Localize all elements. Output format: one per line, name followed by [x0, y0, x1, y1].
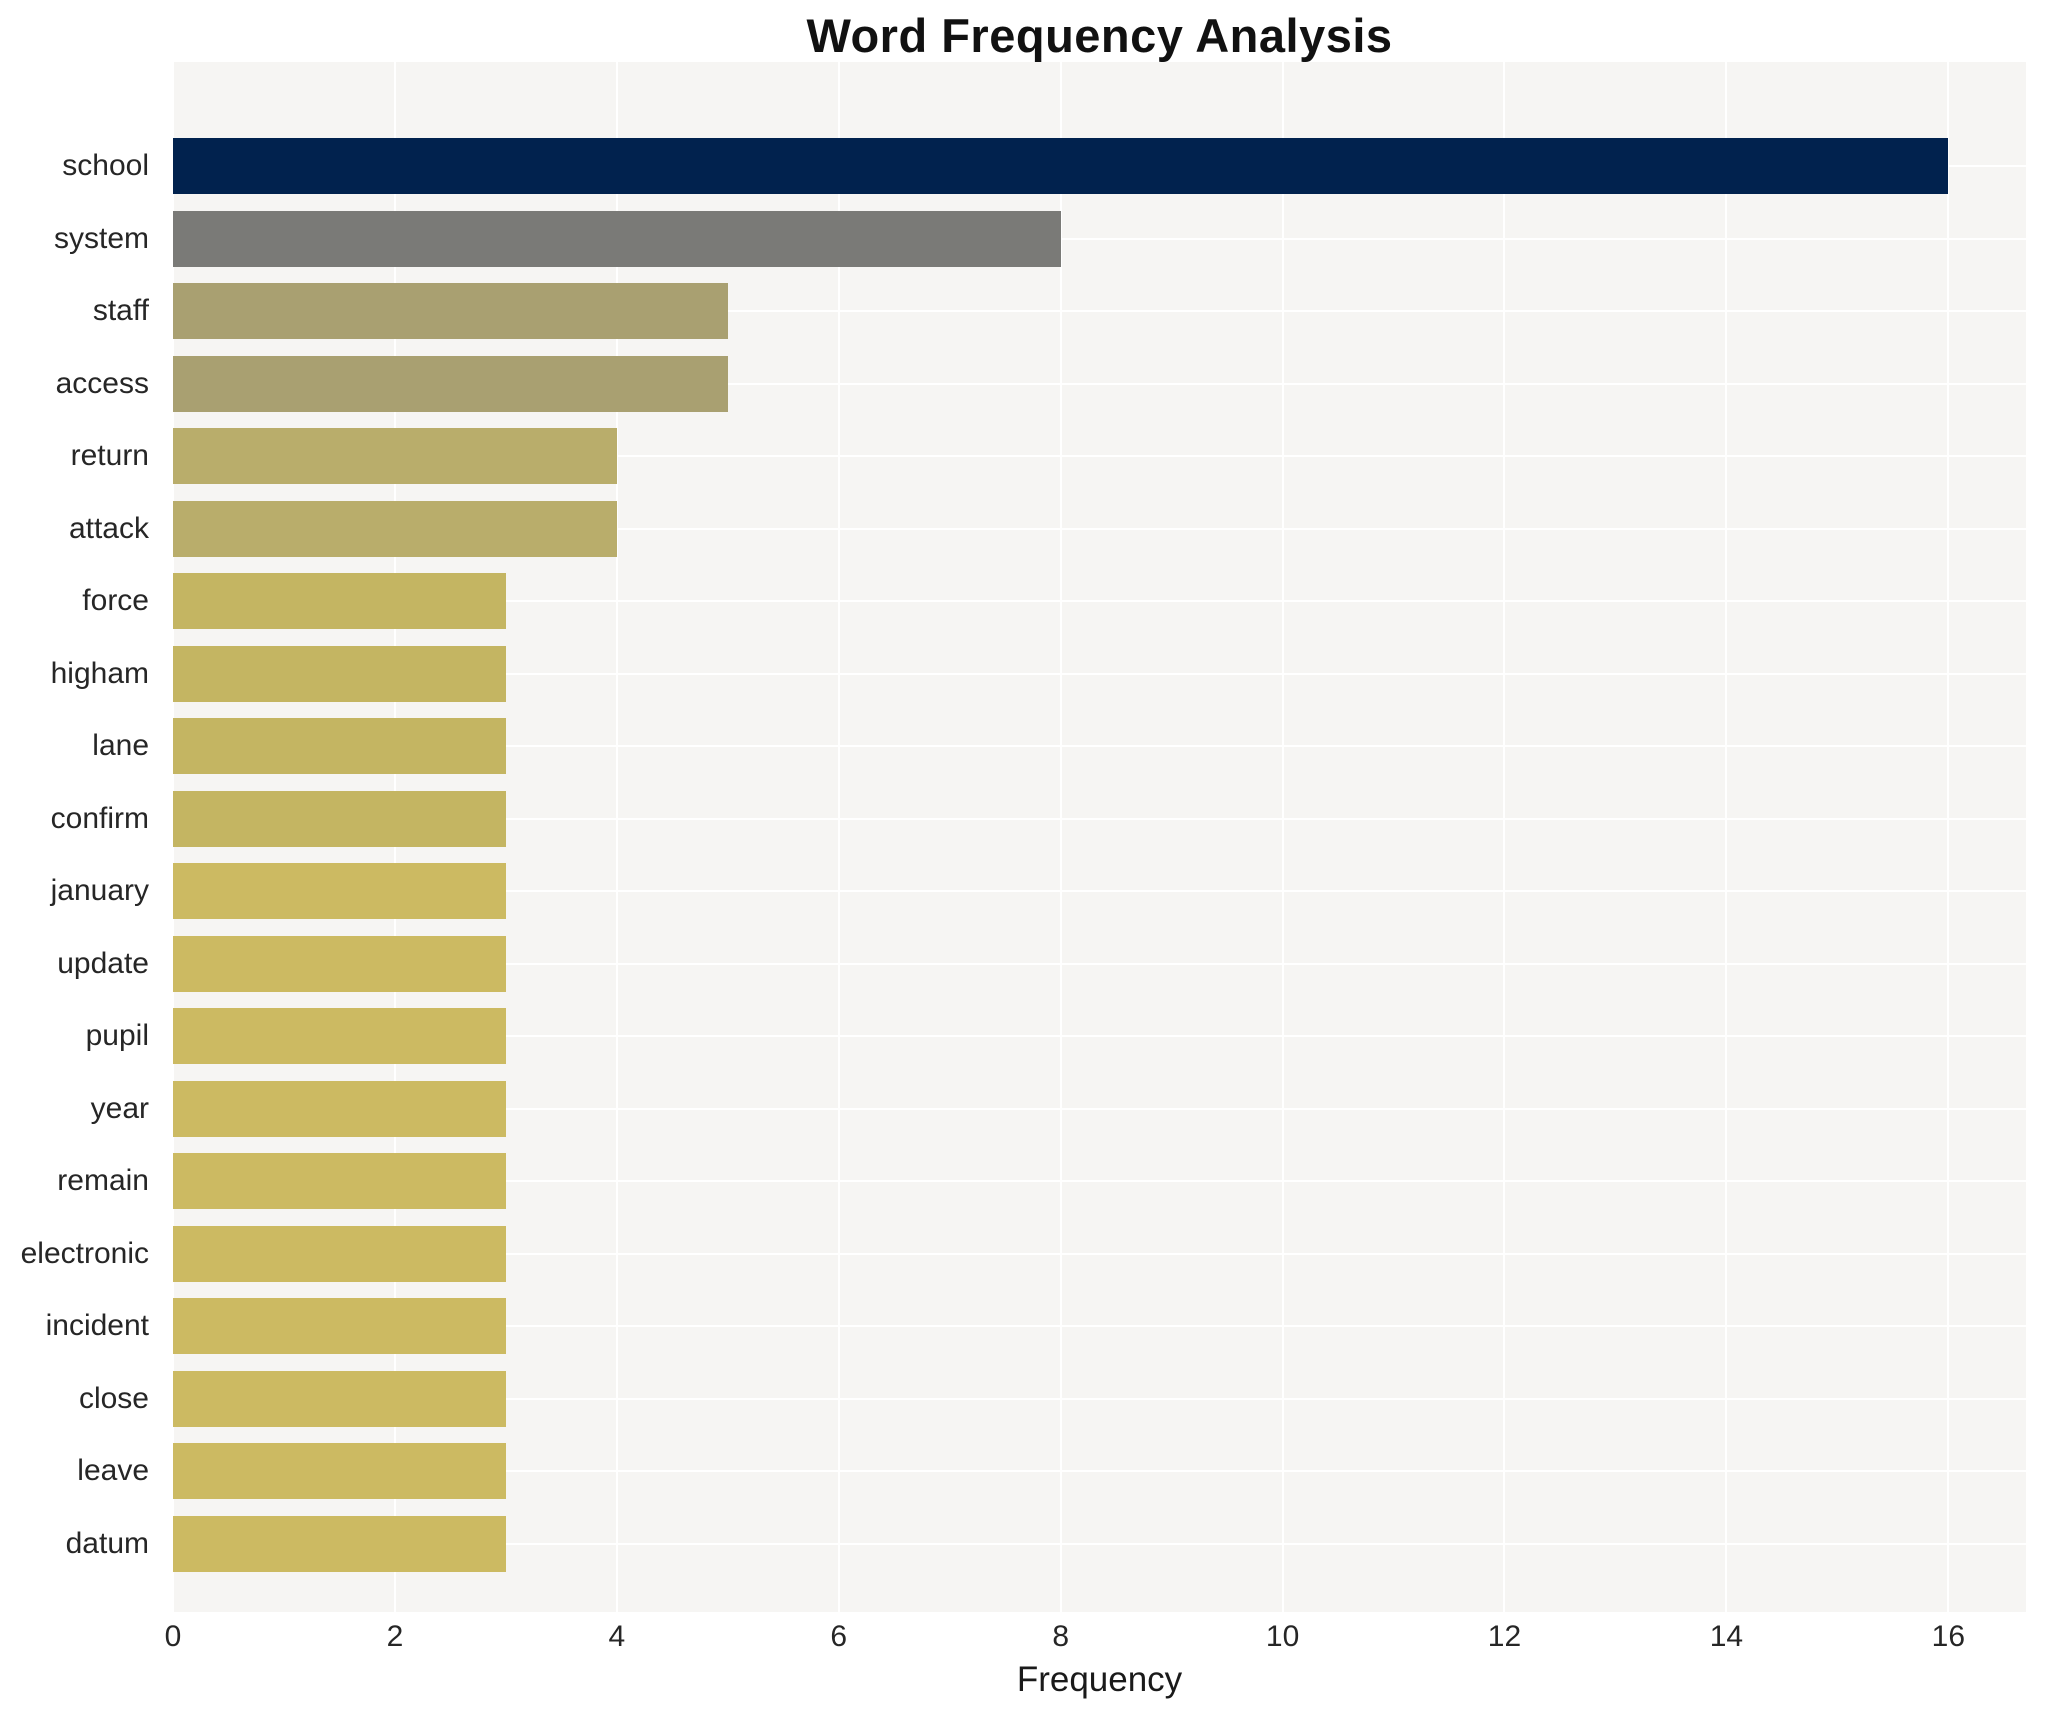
x-tick-6: 6: [830, 1620, 848, 1653]
x-tick-16: 16: [1931, 1620, 1966, 1653]
y-label-return: return: [70, 439, 149, 472]
y-label-remain: remain: [57, 1164, 149, 1197]
bar-january: [173, 863, 506, 919]
bar-incident: [173, 1298, 506, 1354]
bar-pupil: [173, 1008, 506, 1064]
bar-confirm: [173, 790, 506, 847]
x-tick-12: 12: [1487, 1620, 1522, 1653]
x-tick-14: 14: [1709, 1620, 1744, 1653]
bar-electronic: [173, 1225, 506, 1282]
gridline-horizontal: [173, 1252, 2026, 1255]
bar-return: [173, 428, 617, 484]
gridline-horizontal: [173, 672, 2026, 675]
y-label-close: close: [78, 1381, 149, 1415]
gridline-horizontal: [173, 817, 2026, 820]
gridline-vertical: [1947, 62, 1950, 1612]
gridline-horizontal: [173, 527, 2026, 530]
gridline-horizontal: [173, 1397, 2026, 1400]
y-label-datum: datum: [65, 1526, 149, 1560]
y-label-system: system: [53, 221, 149, 255]
x-tick-0: 0: [164, 1620, 182, 1653]
bar-datum: [173, 1515, 506, 1572]
y-label-year: year: [90, 1091, 149, 1125]
x-tick-4: 4: [608, 1620, 626, 1653]
y-label-higham: higham: [50, 656, 149, 690]
x-axis-title: Frequency: [1016, 1660, 1183, 1699]
bar-higham: [173, 645, 506, 702]
gridline-horizontal: [173, 1107, 2026, 1110]
bar-system: [173, 210, 1061, 267]
plot-area: [172, 62, 2026, 1612]
gridline-horizontal: [173, 1180, 2026, 1182]
gridline-vertical: [1503, 62, 1506, 1612]
x-tick-8: 8: [1052, 1620, 1069, 1653]
y-label-staff: staff: [92, 294, 149, 327]
y-label-incident: incident: [45, 1309, 149, 1342]
bar-leave: [173, 1443, 506, 1499]
gridline-vertical: [1725, 62, 1728, 1612]
bar-force: [173, 573, 506, 629]
y-label-force: force: [82, 584, 149, 617]
gridline-horizontal: [173, 745, 2026, 747]
bar-attack: [173, 500, 617, 557]
bar-close: [173, 1370, 506, 1427]
gridline-horizontal: [173, 237, 2026, 240]
bar-lane: [173, 718, 506, 774]
bar-school: [173, 138, 1949, 194]
gridline-horizontal: [173, 1325, 2026, 1327]
y-label-attack: attack: [68, 511, 149, 545]
gridline-vertical: [837, 62, 840, 1612]
gridline-horizontal: [173, 382, 2026, 385]
chart-title: Word Frequency Analysis: [806, 9, 1393, 62]
gridline-horizontal: [173, 1470, 2026, 1472]
x-tick-2: 2: [386, 1620, 404, 1653]
bar-staff: [173, 283, 728, 339]
gridline-horizontal: [173, 310, 2026, 312]
y-label-update: update: [57, 946, 149, 980]
bar-remain: [173, 1153, 506, 1209]
gridline-horizontal: [173, 600, 2026, 602]
bar-year: [173, 1080, 506, 1137]
gridline-horizontal: [173, 890, 2026, 892]
y-label-access: access: [55, 366, 149, 400]
y-label-confirm: confirm: [50, 801, 149, 835]
gridline-vertical: [1281, 62, 1284, 1612]
x-tick-10: 10: [1265, 1620, 1300, 1653]
gridline-vertical: [1059, 62, 1062, 1612]
y-label-electronic: electronic: [20, 1236, 149, 1270]
bar-update: [173, 935, 506, 992]
gridline-horizontal: [173, 1035, 2026, 1037]
gridline-vertical: [615, 62, 618, 1612]
gridline-horizontal: [173, 455, 2026, 457]
y-label-school: school: [62, 149, 149, 182]
gridline-horizontal: [173, 962, 2026, 965]
gridline-horizontal: [173, 1542, 2026, 1545]
bar-access: [173, 355, 728, 412]
y-label-leave: leave: [77, 1454, 149, 1487]
y-label-january: january: [50, 874, 149, 907]
y-label-pupil: pupil: [85, 1019, 149, 1052]
y-label-lane: lane: [92, 729, 149, 762]
